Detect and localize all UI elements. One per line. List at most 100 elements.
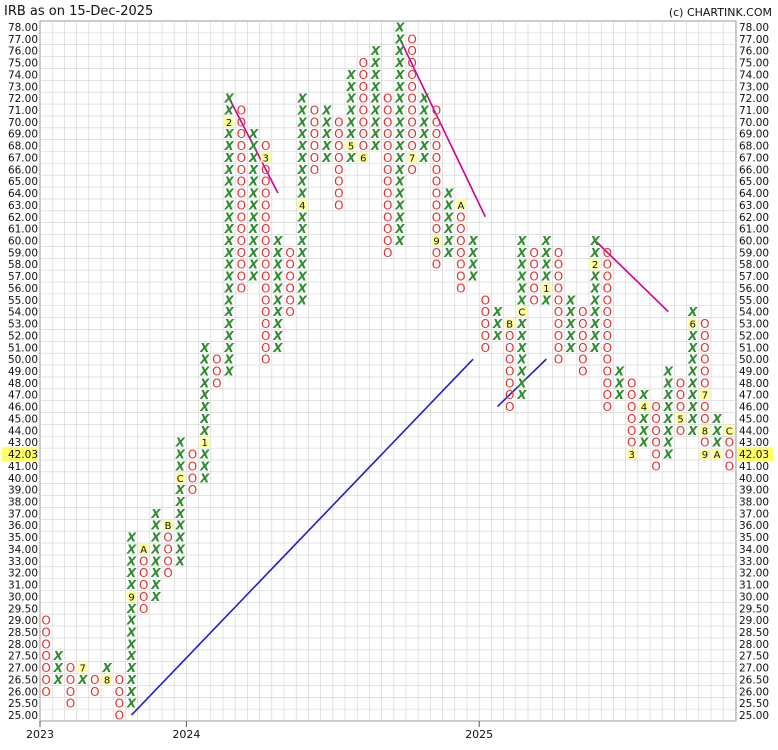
o-mark: O: [237, 258, 246, 272]
y-tick-label: 59.00: [8, 247, 38, 259]
o-mark: O: [603, 246, 612, 260]
o-mark: O: [432, 127, 441, 141]
o-mark: O: [578, 329, 587, 343]
o-mark: O: [90, 673, 99, 687]
x-mark: X: [126, 614, 137, 628]
x-mark: X: [345, 115, 356, 129]
o-mark: O: [90, 685, 99, 699]
x-mark: X: [150, 554, 161, 568]
x-mark: X: [199, 376, 210, 390]
y-tick-label: 56.00: [739, 283, 769, 295]
o-mark: O: [456, 246, 465, 260]
x-mark: X: [248, 222, 259, 236]
o-mark: O: [456, 281, 465, 295]
y-tick-label: 65.00: [739, 176, 769, 188]
x-mark: X: [297, 270, 308, 284]
o-mark: O: [383, 103, 392, 117]
o-mark: O: [139, 590, 148, 604]
x-mark: X: [223, 305, 234, 319]
x-mark: X: [199, 353, 210, 367]
o-mark: O: [529, 246, 538, 260]
o-mark: O: [432, 139, 441, 153]
y-tick-label: 45.00: [739, 413, 769, 425]
y-tick-label: 29.00: [8, 615, 38, 627]
x-mark: X: [565, 341, 576, 355]
o-mark: O: [481, 329, 490, 343]
o-mark: O: [261, 139, 270, 153]
x-mark: X: [223, 270, 234, 284]
x-mark: X: [394, 68, 405, 82]
x-mark: X: [321, 139, 332, 153]
o-mark: O: [285, 293, 294, 307]
x-mark: X: [101, 661, 112, 675]
x-mark: X: [223, 175, 234, 189]
o-mark: O: [603, 388, 612, 402]
o-mark: O: [163, 566, 172, 580]
x-mark: X: [516, 388, 527, 402]
month-marker-bg: [138, 544, 149, 554]
y-tick-label: 35.00: [8, 532, 38, 544]
o-mark: O: [237, 198, 246, 212]
month-marker-bg: [724, 425, 735, 436]
o-mark: O: [115, 685, 124, 699]
o-mark: O: [310, 127, 319, 141]
x-mark: X: [248, 246, 259, 260]
y-tick-label: 46.00: [8, 402, 38, 414]
month-marker-bg: [590, 259, 601, 270]
o-mark: O: [163, 554, 172, 568]
month-marker: 7: [80, 664, 86, 675]
o-mark: O: [261, 163, 270, 177]
x-mark: X: [516, 258, 527, 272]
y-tick-label: 61.00: [739, 224, 769, 236]
o-mark: O: [407, 103, 416, 117]
x-mark: X: [150, 590, 161, 604]
o-mark: O: [237, 127, 246, 141]
y-tick-label: 70.00: [8, 117, 38, 129]
o-mark: O: [237, 175, 246, 189]
o-mark: O: [383, 234, 392, 248]
o-mark: O: [41, 614, 50, 628]
y-tick-label: 28.50: [739, 627, 769, 639]
y-tick-label: 41.00: [739, 461, 769, 473]
y-tick-label: 72.00: [739, 93, 769, 105]
x-mark: X: [199, 459, 210, 473]
o-mark: O: [383, 175, 392, 189]
o-mark: O: [529, 270, 538, 284]
x-mark: X: [126, 685, 137, 699]
o-mark: O: [627, 400, 636, 414]
x-mark: X: [297, 103, 308, 117]
month-marker-bg: [687, 318, 698, 329]
y-tick-label: 54.00: [8, 307, 38, 319]
o-mark: O: [603, 376, 612, 390]
x-mark: X: [687, 400, 698, 414]
x-mark: X: [394, 198, 405, 212]
month-marker: A: [457, 201, 464, 212]
x-mark: X: [394, 103, 405, 117]
o-mark: O: [432, 187, 441, 201]
o-mark: O: [66, 685, 75, 699]
o-mark: O: [481, 293, 490, 307]
o-mark: O: [603, 258, 612, 272]
x-mark: X: [565, 293, 576, 307]
x-mark: X: [687, 305, 698, 319]
o-mark: O: [432, 103, 441, 117]
x-mark: X: [272, 270, 283, 284]
chart-grid: [39, 20, 737, 722]
x-mark: X: [565, 317, 576, 331]
x-mark: X: [126, 554, 137, 568]
o-mark: O: [529, 258, 538, 272]
o-mark: O: [383, 92, 392, 106]
x-mark: X: [516, 246, 527, 260]
month-marker-bg: [163, 520, 174, 531]
x-mark: X: [687, 424, 698, 438]
x-mark: X: [516, 329, 527, 343]
x-mark: X: [272, 293, 283, 307]
x-mark: X: [394, 151, 405, 165]
o-mark: O: [505, 341, 514, 355]
o-mark: O: [334, 151, 343, 165]
o-mark: O: [505, 353, 514, 367]
x-mark: X: [467, 258, 478, 272]
o-mark: O: [578, 353, 587, 367]
o-mark: O: [603, 281, 612, 295]
y-tick-label: 37.00: [739, 508, 769, 520]
